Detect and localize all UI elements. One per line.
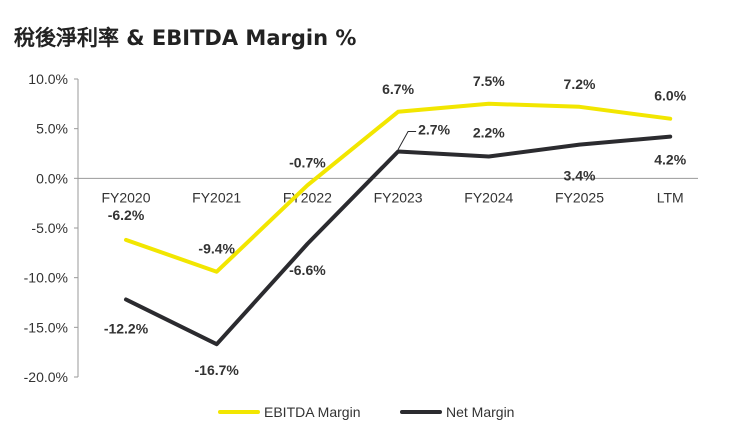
- chart-title: 稅後淨利率 & EBITDA Margin %: [14, 26, 357, 50]
- axes: 10.0% 5.0% 0.0% -5.0% -10.0% -15.0% -20.0% FY20…: [24, 71, 698, 385]
- y-tick-label: -20.0%: [24, 369, 68, 385]
- net-label-fy2023: 2.7%: [418, 122, 450, 138]
- x-tick-label: FY2025: [555, 189, 604, 205]
- x-tick-label: FY2022: [283, 189, 332, 205]
- ebitda-label-fy2022: -0.7%: [289, 154, 326, 170]
- ebitda-margin-line: [124, 101, 673, 274]
- y-tick-label: 5.0%: [36, 121, 68, 137]
- y-tick-label: -15.0%: [24, 319, 68, 335]
- x-tick-label: FY2023: [374, 189, 423, 205]
- ebitda-label-fy2020: -6.2%: [108, 207, 145, 223]
- net-label-fy2021: -16.7%: [195, 362, 240, 378]
- ebitda-label-fy2024: 7.5%: [473, 73, 505, 89]
- x-tick-label: FY2021: [192, 189, 241, 205]
- net-label-fy2025: 3.4%: [564, 168, 596, 184]
- net-fy2023-leader-line: [397, 131, 417, 150]
- ebitda-label-ltm: 6.0%: [654, 88, 686, 104]
- x-tick-label: FY2020: [101, 189, 150, 205]
- net-label-fy2020: -12.2%: [104, 321, 149, 337]
- legend-net-label: Net Margin: [446, 404, 514, 420]
- net-label-fy2024: 2.2%: [473, 124, 505, 140]
- y-tick-label: -10.0%: [24, 270, 68, 286]
- legend: EBITDA Margin Net Margin: [218, 404, 514, 420]
- net-label-fy2022: -6.6%: [289, 262, 326, 278]
- y-tick-label: 10.0%: [28, 71, 68, 87]
- ebitda-label-fy2025: 7.2%: [564, 76, 596, 92]
- y-tick-label: 0.0%: [36, 170, 68, 186]
- legend-ebitda-label: EBITDA Margin: [264, 404, 360, 420]
- net-label-ltm: 4.2%: [654, 152, 686, 168]
- series-lines: [124, 101, 673, 347]
- x-tick-label: LTM: [657, 189, 684, 205]
- net-margin-line: [124, 134, 673, 347]
- y-tick-label: -5.0%: [31, 220, 68, 236]
- ebitda-label-fy2021: -9.4%: [198, 241, 235, 257]
- x-tick-label: FY2024: [464, 189, 513, 205]
- ebitda-label-fy2023: 6.7%: [382, 81, 414, 97]
- data-labels: -6.2% -9.4% -0.7% 6.7% 7.5% 7.2% 6.0% -12.2% -16…: [104, 73, 687, 378]
